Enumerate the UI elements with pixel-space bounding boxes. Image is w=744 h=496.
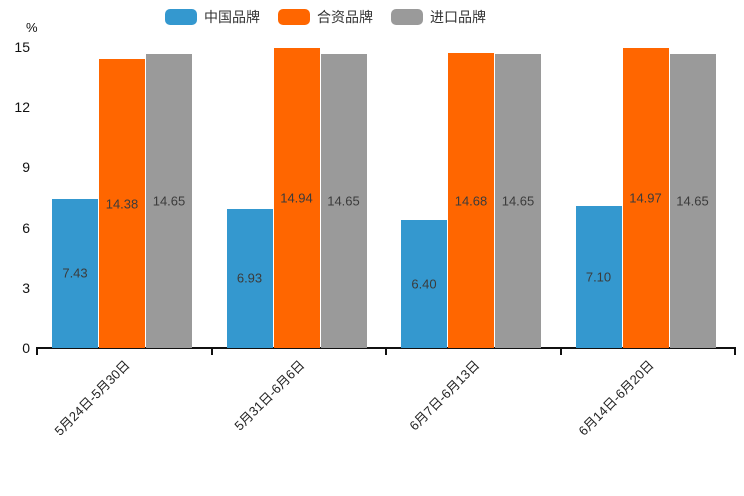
bar-value-label: 14.94 <box>280 190 313 206</box>
x-axis-label: 5月24日-5月30日 <box>52 357 134 439</box>
bar-value-label: 14.68 <box>454 193 488 209</box>
bar-value-label: 7.10 <box>585 269 612 285</box>
x-axis-tick <box>385 349 387 355</box>
y-tick-label: 9 <box>22 159 30 176</box>
bar-series0-group2[interactable]: 6.40 <box>401 219 447 348</box>
x-axis-tick <box>210 349 213 355</box>
y-axis-unit-label: % <box>26 20 38 35</box>
legend-swatch-joint-venture-brand-icon <box>278 9 310 25</box>
x-axis-tick <box>559 349 562 355</box>
x-axis-tick <box>734 349 736 355</box>
legend-item-import-brand[interactable]: 进口品牌 <box>391 8 486 26</box>
bar-value-label: 14.65 <box>501 193 535 209</box>
bar-value-label: 14.65 <box>676 193 709 209</box>
bar-series0-group3[interactable]: 7.10 <box>575 205 622 348</box>
bar-value-label: 7.43 <box>62 265 88 281</box>
bar-value-label: 14.38 <box>105 196 139 212</box>
legend-swatch-import-brand-icon <box>391 9 423 25</box>
bar-series2-group1[interactable]: 14.65 <box>320 54 367 348</box>
bar-series1-group2[interactable]: 14.68 <box>448 53 494 348</box>
y-tick-label: 0 <box>22 340 30 356</box>
y-tick-label: 3 <box>22 279 30 296</box>
bar-series2-group3[interactable]: 14.65 <box>669 54 716 348</box>
y-tick-label: 15 <box>14 39 30 55</box>
legend-label: 进口品牌 <box>430 9 486 25</box>
y-tick-label: 12 <box>14 99 30 116</box>
bar-value-label: 14.97 <box>629 190 662 206</box>
x-axis-label: 6月7日-6月13日 <box>406 357 483 434</box>
legend-item-joint-venture-brand[interactable]: 合资品牌 <box>278 8 373 26</box>
bar-series1-group3[interactable]: 14.97 <box>622 47 669 348</box>
bar-series1-group0[interactable]: 14.38 <box>99 59 145 348</box>
legend-label: 中国品牌 <box>204 9 260 25</box>
legend-item-china-brand[interactable]: 中国品牌 <box>165 8 260 26</box>
bar-series0-group0[interactable]: 7.43 <box>52 198 98 348</box>
bar-series1-group1[interactable]: 14.94 <box>273 48 320 348</box>
bar-value-label: 14.65 <box>152 193 186 209</box>
x-axis-tick <box>36 349 38 355</box>
legend-swatch-china-brand-icon <box>165 9 197 25</box>
bar-series0-group1[interactable]: 6.93 <box>226 208 273 348</box>
x-axis-label: 5月31日-6月6日 <box>231 357 308 434</box>
x-axis-line <box>36 347 736 349</box>
y-tick-label: 6 <box>22 219 30 236</box>
chart-legend: 中国品牌 合资品牌 进口品牌 <box>165 8 486 26</box>
legend-label: 合资品牌 <box>317 9 373 25</box>
x-axis-label: 6月14日-6月20日 <box>575 357 657 439</box>
bar-series2-group0[interactable]: 14.65 <box>146 54 192 348</box>
bar-value-label: 6.93 <box>236 270 263 286</box>
bar-value-label: 14.65 <box>327 193 360 209</box>
bar-series2-group2[interactable]: 14.65 <box>495 54 541 348</box>
bar-value-label: 6.40 <box>411 276 437 292</box>
